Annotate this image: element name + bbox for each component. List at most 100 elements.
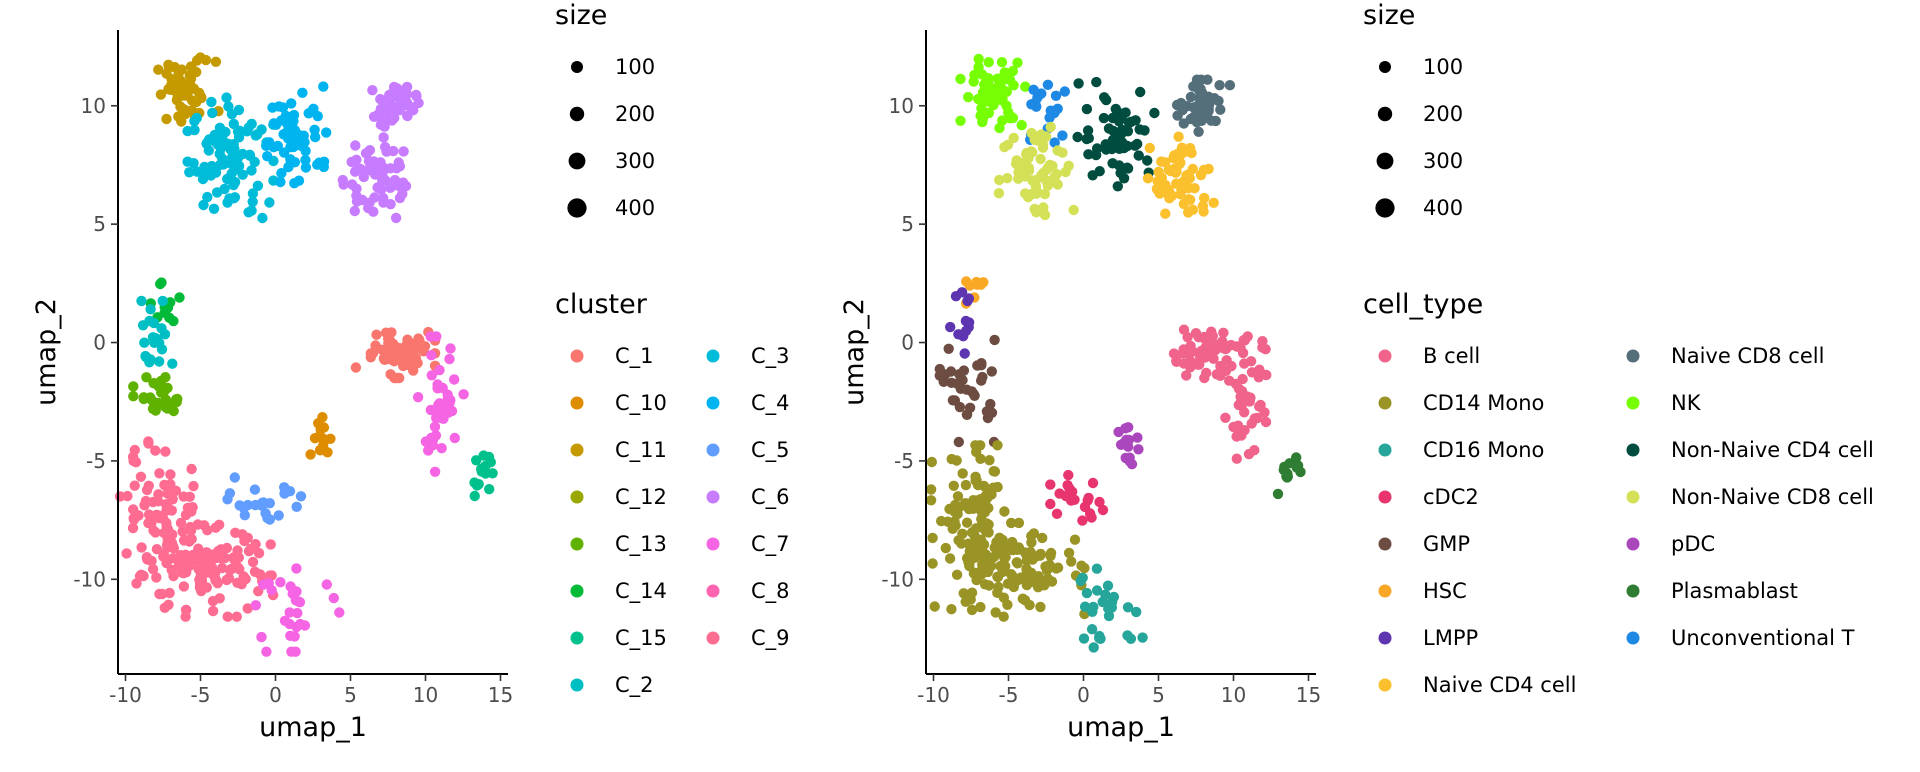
data-point [288,109,300,121]
data-point [1220,412,1231,423]
data-point [1239,335,1251,346]
data-point [286,98,297,109]
data-point [357,194,368,206]
data-point [962,295,973,307]
data-point [369,169,381,180]
data-point [1231,341,1243,352]
data-point [929,601,940,612]
data-point [1016,119,1027,131]
data-point [1122,602,1134,613]
data-point [414,335,425,346]
size-legend-label: 200 [615,102,655,126]
data-point [1017,593,1028,604]
data-point [957,468,968,479]
data-point [400,180,412,192]
data-point [136,295,147,307]
legend-label: Naive CD4 cell [1423,673,1576,697]
data-point [955,73,966,85]
data-point [334,607,345,618]
data-point [300,145,311,157]
data-point [284,486,296,497]
data-point [210,575,221,586]
data-point [234,500,245,511]
data-point [1133,444,1144,455]
data-point [350,140,361,151]
data-point [955,115,966,127]
data-point [1260,416,1272,428]
data-point [295,491,307,502]
data-point [951,455,962,466]
data-point [145,304,156,315]
data-point [224,564,236,576]
data-point [402,110,413,122]
data-point [141,372,152,383]
legend-key-cdc2 [1378,490,1392,504]
data-point [376,184,387,195]
data-point [960,596,971,607]
data-point [963,557,975,569]
data-point [1081,103,1093,115]
legend-label: C_7 [751,532,790,557]
data-point [1021,555,1033,566]
legend-key-c-9 [706,631,720,645]
data-point [981,406,993,417]
legend-key-c-11 [570,443,584,457]
data-point [947,395,959,406]
legend-key-cd14-mono [1378,396,1392,410]
data-point [485,457,496,468]
size-legend-key [571,61,583,73]
data-point [143,436,154,447]
data-point [1131,606,1142,618]
data-point [1174,158,1185,170]
data-point [152,496,164,507]
data-point [147,564,159,575]
data-point [982,80,994,92]
data-point [1185,91,1197,103]
data-point [980,490,992,501]
data-point [1212,339,1224,350]
data-point [384,353,395,365]
data-point [273,510,284,521]
data-point [206,96,217,108]
data-point [268,141,279,153]
data-point [983,580,995,591]
data-point [1254,364,1265,375]
data-point [198,199,209,211]
data-point [436,443,447,454]
data-point [154,588,165,600]
data-point [484,484,495,495]
data-point [1045,121,1056,133]
data-point [1008,132,1019,144]
data-point [151,572,162,583]
data-point [1107,112,1119,124]
data-point [1185,113,1197,125]
data-point [144,315,155,327]
data-point [1050,90,1062,102]
data-point [150,445,161,456]
data-point [210,56,222,67]
data-point [1168,348,1180,359]
legend-key-c-10 [570,396,584,410]
y-tick-label: 0 [901,331,914,355]
data-point [984,455,995,466]
data-point [969,69,980,81]
data-point [998,611,1009,622]
legend-label: C_3 [751,344,790,369]
data-point [180,604,192,616]
data-point [1011,155,1022,166]
data-point [161,557,172,569]
data-point [992,440,1003,451]
data-point [146,555,157,567]
data-point [186,463,197,475]
data-point [943,343,954,354]
data-point [315,445,326,456]
data-point [1057,130,1068,141]
legend-key-c-8 [706,584,720,598]
data-point [358,171,369,183]
data-point [1073,78,1084,89]
legend-label: C_5 [751,438,790,463]
data-point [997,534,1008,546]
data-point [265,539,276,550]
legend-key-gmp [1378,537,1392,551]
data-point [264,570,276,581]
